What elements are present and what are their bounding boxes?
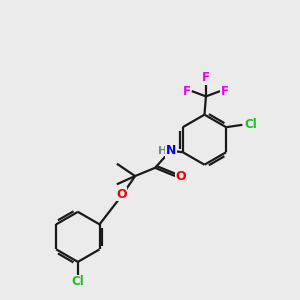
Text: H: H	[158, 146, 167, 156]
Text: O: O	[116, 188, 127, 201]
Text: F: F	[221, 85, 229, 98]
Text: Cl: Cl	[244, 118, 257, 131]
Text: F: F	[202, 71, 210, 84]
Text: F: F	[183, 85, 191, 98]
Text: O: O	[176, 169, 186, 183]
Text: N: N	[166, 144, 176, 157]
Text: Cl: Cl	[71, 275, 84, 288]
